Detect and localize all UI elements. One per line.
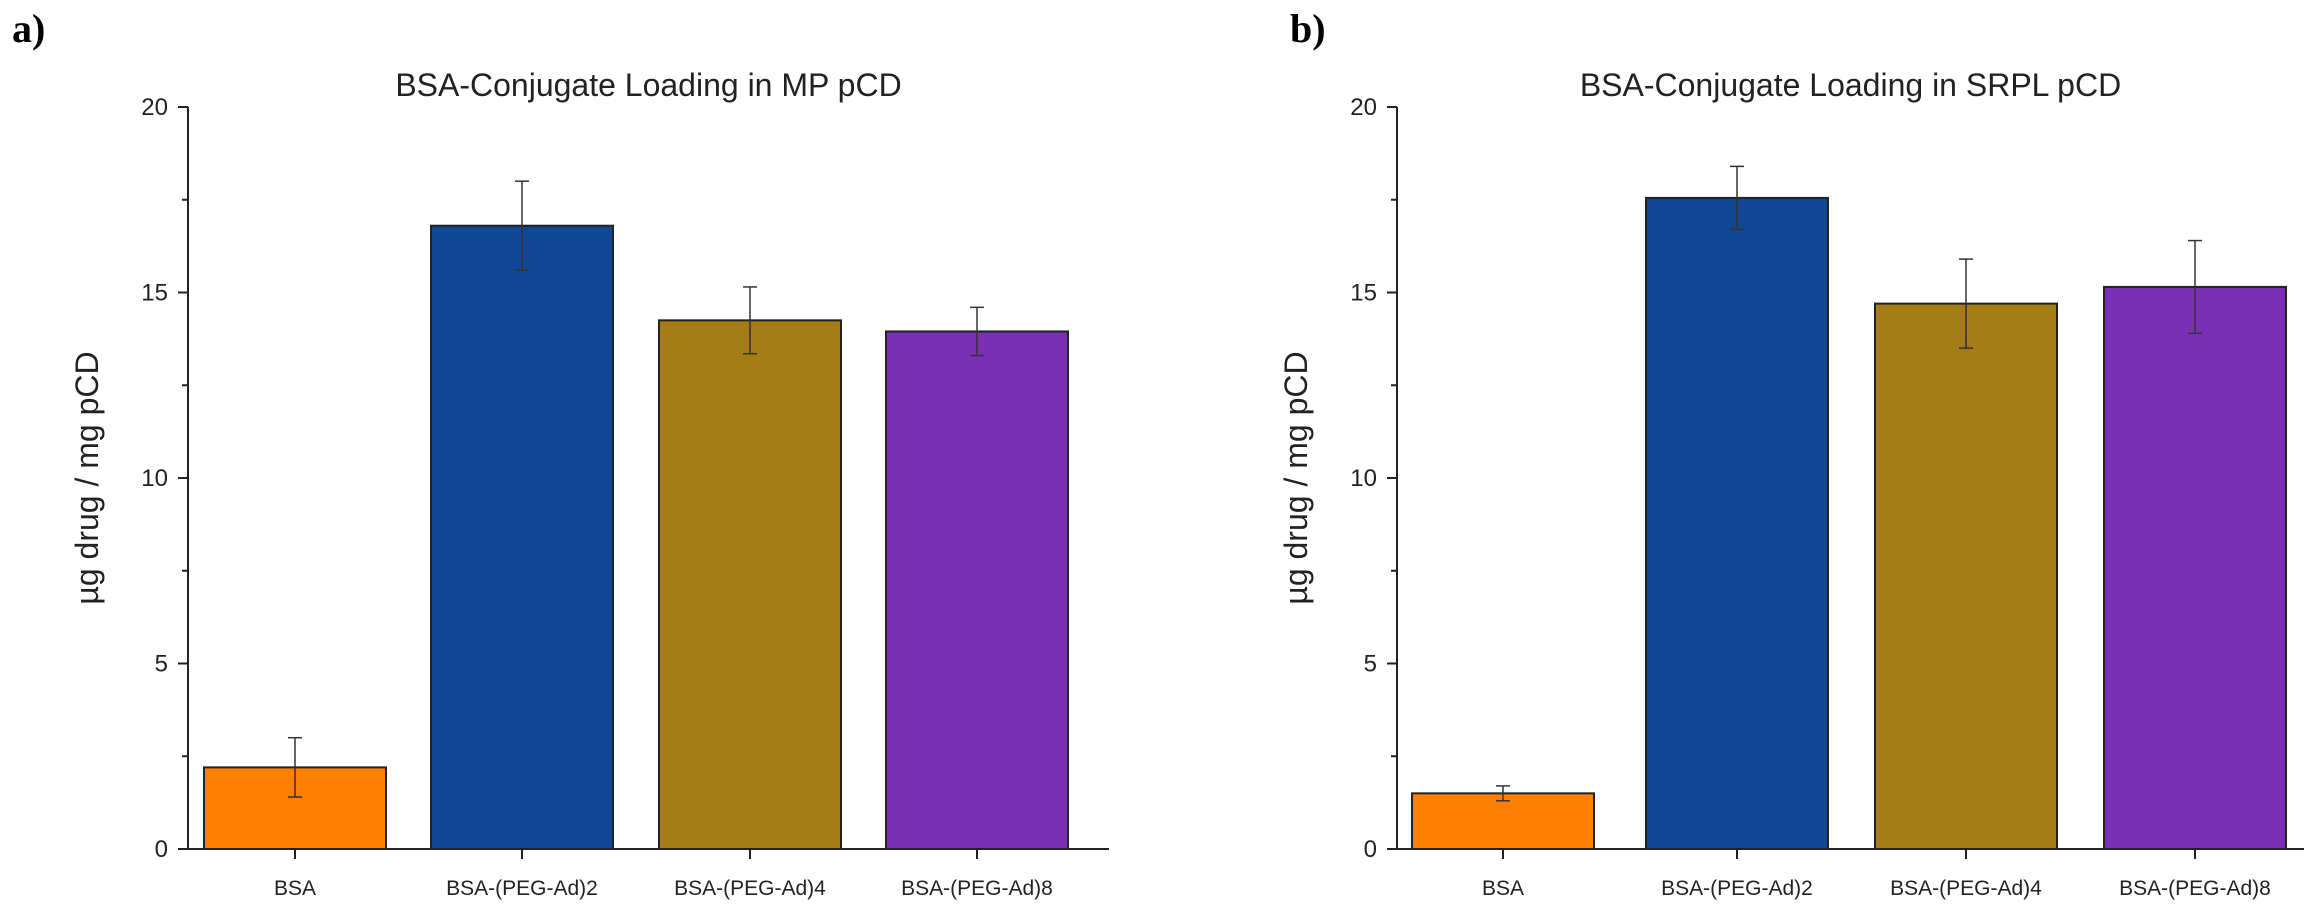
- y-tick-label: 15: [141, 280, 168, 307]
- x-category-label: BSA-(PEG-Ad)2: [446, 877, 598, 900]
- y-tick-label: 15: [1350, 280, 1377, 307]
- y-tick-label: 5: [1364, 651, 1377, 678]
- x-category-label: BSA-(PEG-Ad)8: [901, 877, 1053, 900]
- y-tick-label: 10: [1350, 465, 1377, 492]
- bar-1: [1411, 792, 1595, 850]
- bar-4: [2103, 285, 2287, 850]
- x-category-label: BSA-(PEG-Ad)8: [2119, 877, 2271, 900]
- chart-panel-b: b) BSA-Conjugate Loading in SRPL pCD µg dr…: [1278, 6, 2304, 900]
- y-axis-title: µg drug / mg pCD: [69, 351, 105, 604]
- y-tick-label: 0: [155, 836, 168, 863]
- y-tick-label: 20: [141, 94, 168, 121]
- y-tick-label: 20: [1350, 94, 1377, 121]
- x-category-label: BSA-(PEG-Ad)4: [1890, 877, 2042, 900]
- chart-title: BSA-Conjugate Loading in MP pCD: [395, 67, 901, 103]
- panel-label: b): [1290, 6, 1326, 51]
- chart-panel-a: a) BSA-Conjugate Loading in MP pCD µg drug…: [12, 6, 1109, 900]
- bar-3: [658, 319, 842, 850]
- bar-4: [885, 330, 1069, 850]
- y-tick-label: 10: [141, 465, 168, 492]
- panel-label: a): [12, 6, 45, 51]
- x-category-label: BSA-(PEG-Ad)2: [1661, 877, 1813, 900]
- chart-title: BSA-Conjugate Loading in SRPL pCD: [1580, 67, 2121, 103]
- y-axis-title: µg drug / mg pCD: [1278, 351, 1314, 604]
- bar-2: [1645, 196, 1829, 850]
- bar-3: [1874, 302, 2058, 850]
- y-tick-label: 5: [155, 651, 168, 678]
- bar-2: [430, 224, 614, 851]
- x-category-label: BSA-(PEG-Ad)4: [674, 877, 826, 900]
- y-tick-label: 0: [1364, 836, 1377, 863]
- x-category-label: BSA: [1482, 877, 1524, 900]
- x-category-label: BSA: [274, 877, 316, 900]
